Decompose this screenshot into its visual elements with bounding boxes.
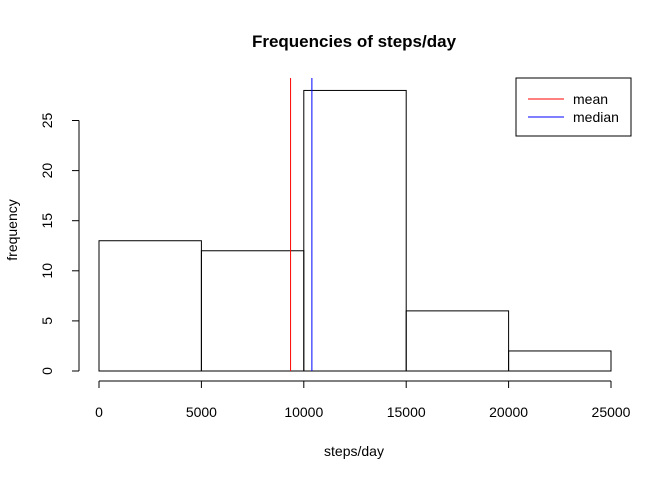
y-axis: 0 5 10 15 20 25 bbox=[39, 113, 80, 375]
histogram-bar bbox=[405, 310, 510, 372]
y-tick-label: 0 bbox=[39, 367, 55, 375]
x-tick-label: 20000 bbox=[489, 404, 528, 420]
y-tick-label: 5 bbox=[39, 317, 55, 325]
x-tick-label: 0 bbox=[95, 404, 103, 420]
y-tick-label: 25 bbox=[39, 113, 55, 129]
x-axis: 0 5000 10000 15000 20000 25000 bbox=[95, 380, 631, 420]
x-axis-label: steps/day bbox=[324, 443, 384, 459]
x-tick-label: 10000 bbox=[284, 404, 323, 420]
y-axis-label: frequency bbox=[4, 199, 20, 260]
x-tick-label: 25000 bbox=[592, 404, 631, 420]
x-tick-label: 15000 bbox=[387, 404, 426, 420]
histogram-bar bbox=[303, 89, 407, 372]
reference-lines bbox=[290, 78, 313, 371]
y-tick-label: 10 bbox=[39, 263, 55, 279]
legend-label-median: median bbox=[573, 109, 619, 125]
chart-title: Frequencies of steps/day bbox=[252, 32, 457, 51]
histogram-bar bbox=[98, 240, 202, 372]
y-tick-label: 15 bbox=[39, 213, 55, 229]
legend-label-mean: mean bbox=[573, 91, 608, 107]
legend-box bbox=[515, 77, 632, 137]
y-tick-label: 20 bbox=[39, 163, 55, 179]
x-tick-label: 5000 bbox=[186, 404, 217, 420]
legend: mean median bbox=[515, 77, 632, 137]
histogram-bar bbox=[200, 250, 305, 372]
histogram-bar bbox=[508, 350, 612, 372]
histogram-bars bbox=[98, 89, 612, 372]
